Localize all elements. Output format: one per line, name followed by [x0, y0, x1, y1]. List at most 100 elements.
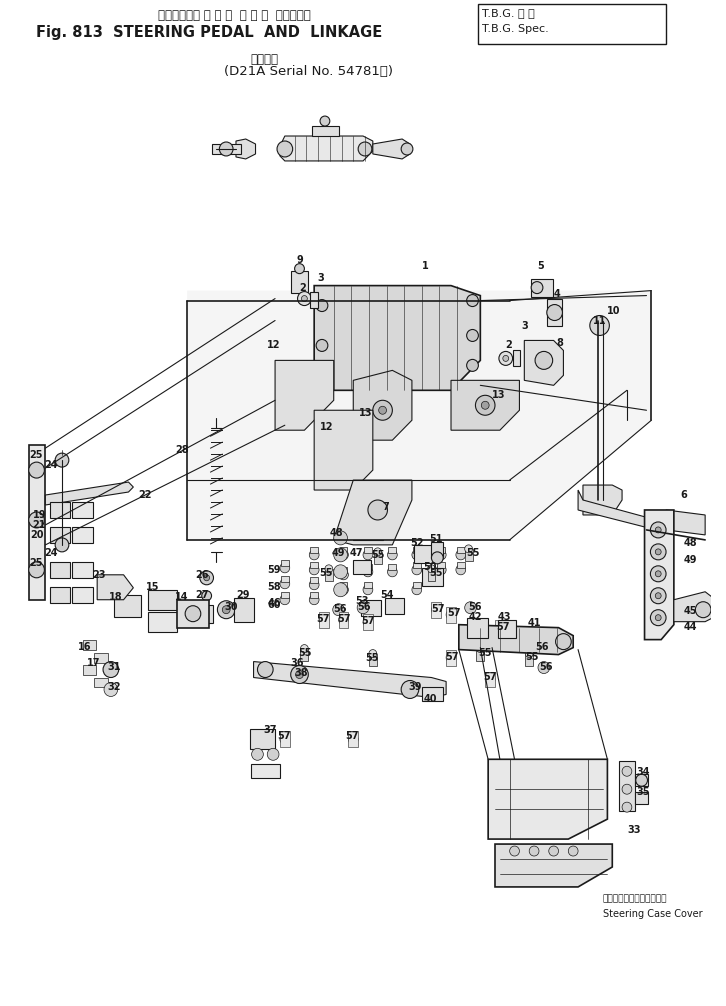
- Circle shape: [325, 564, 333, 572]
- Bar: [310, 592, 318, 598]
- Text: 38: 38: [295, 668, 309, 678]
- Text: 13: 13: [492, 390, 505, 400]
- Circle shape: [499, 351, 513, 365]
- Text: 58: 58: [267, 581, 281, 592]
- Text: 56: 56: [357, 602, 371, 612]
- Circle shape: [357, 602, 369, 614]
- Circle shape: [316, 300, 328, 312]
- Circle shape: [467, 359, 478, 371]
- Circle shape: [531, 282, 543, 294]
- Bar: [364, 581, 372, 588]
- Circle shape: [338, 569, 348, 579]
- Circle shape: [316, 339, 328, 351]
- Circle shape: [412, 564, 422, 574]
- Circle shape: [55, 538, 69, 552]
- Polygon shape: [446, 650, 456, 666]
- Circle shape: [467, 330, 478, 341]
- Polygon shape: [431, 602, 441, 618]
- Circle shape: [535, 351, 552, 369]
- Text: 5: 5: [537, 261, 544, 271]
- Text: 18: 18: [109, 592, 123, 602]
- Text: ステアリングケースカバー: ステアリングケースカバー: [603, 894, 667, 903]
- Circle shape: [656, 593, 661, 599]
- Circle shape: [334, 531, 348, 545]
- Text: 51: 51: [430, 534, 443, 544]
- Circle shape: [267, 748, 279, 761]
- Circle shape: [650, 610, 666, 626]
- Bar: [385, 598, 404, 614]
- Text: 3: 3: [521, 321, 528, 331]
- Circle shape: [290, 666, 309, 683]
- Bar: [201, 605, 213, 623]
- Bar: [50, 561, 70, 577]
- Bar: [431, 542, 443, 558]
- Bar: [465, 549, 473, 560]
- Bar: [281, 592, 289, 598]
- Text: 49: 49: [684, 555, 697, 564]
- Circle shape: [222, 606, 230, 614]
- Circle shape: [320, 116, 330, 126]
- Polygon shape: [488, 760, 608, 839]
- Polygon shape: [275, 360, 334, 431]
- Bar: [547, 299, 563, 327]
- Bar: [513, 350, 521, 366]
- Text: 49: 49: [332, 548, 346, 558]
- Text: T.B.G. Spec.: T.B.G. Spec.: [482, 24, 549, 34]
- Bar: [234, 598, 253, 622]
- Text: 39: 39: [408, 681, 422, 691]
- Circle shape: [481, 401, 489, 409]
- Circle shape: [295, 671, 303, 678]
- Bar: [148, 590, 177, 610]
- Text: 9: 9: [297, 255, 303, 265]
- Polygon shape: [338, 612, 348, 628]
- Text: 8: 8: [557, 338, 563, 348]
- Circle shape: [280, 595, 290, 605]
- Text: 55: 55: [526, 652, 539, 662]
- Polygon shape: [354, 370, 412, 441]
- Bar: [340, 566, 348, 572]
- Circle shape: [363, 584, 373, 595]
- Text: 29: 29: [236, 590, 250, 600]
- Text: 20: 20: [30, 530, 44, 540]
- Polygon shape: [253, 662, 446, 697]
- Text: 47: 47: [349, 548, 363, 558]
- Circle shape: [547, 305, 563, 321]
- Text: 12: 12: [320, 423, 333, 433]
- Bar: [310, 561, 318, 567]
- Circle shape: [431, 605, 441, 615]
- Bar: [413, 561, 420, 567]
- Circle shape: [338, 550, 348, 560]
- Circle shape: [456, 564, 465, 574]
- Text: 57: 57: [316, 614, 330, 624]
- Text: 16: 16: [78, 642, 91, 652]
- Polygon shape: [373, 139, 410, 159]
- Bar: [83, 665, 97, 675]
- Circle shape: [217, 601, 235, 619]
- Text: 55: 55: [430, 567, 443, 577]
- Circle shape: [650, 588, 666, 604]
- Text: 34: 34: [637, 768, 650, 778]
- Text: 32: 32: [107, 681, 121, 691]
- Polygon shape: [495, 620, 505, 636]
- Circle shape: [55, 453, 69, 467]
- Circle shape: [656, 570, 661, 576]
- Bar: [437, 547, 445, 553]
- Bar: [340, 581, 348, 588]
- Bar: [361, 600, 380, 616]
- Bar: [467, 618, 488, 638]
- Bar: [354, 560, 371, 573]
- Bar: [340, 547, 348, 553]
- Text: 56: 56: [539, 662, 552, 672]
- Text: T.B.G. 仕 様: T.B.G. 仕 様: [482, 8, 535, 18]
- Polygon shape: [236, 139, 256, 159]
- Text: 25: 25: [29, 450, 42, 460]
- Circle shape: [338, 584, 348, 595]
- Circle shape: [204, 574, 210, 580]
- Circle shape: [348, 734, 358, 744]
- Circle shape: [656, 615, 661, 621]
- Text: 52: 52: [410, 538, 423, 548]
- Text: 36: 36: [290, 658, 304, 668]
- Bar: [635, 792, 648, 804]
- Circle shape: [446, 610, 456, 620]
- Polygon shape: [314, 286, 481, 390]
